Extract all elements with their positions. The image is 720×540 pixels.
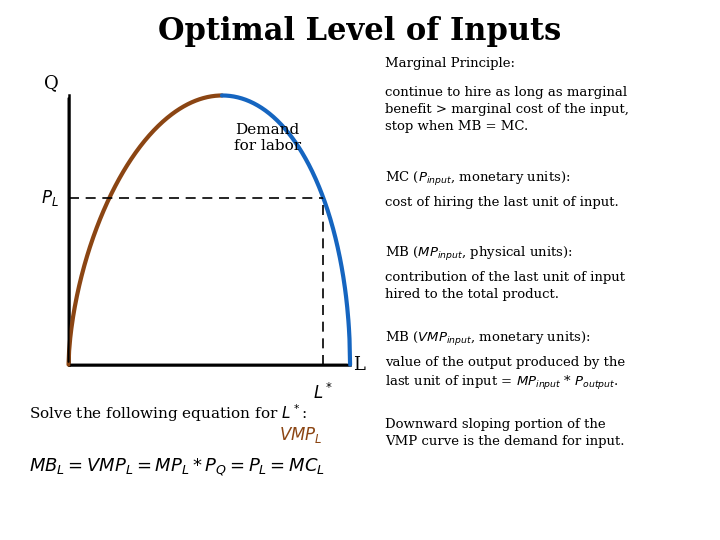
Text: MB ($VMP_{input}$, monetary units):: MB ($VMP_{input}$, monetary units): xyxy=(385,330,591,348)
Text: cost of hiring the last unit of input.: cost of hiring the last unit of input. xyxy=(385,196,619,209)
Text: Downward sloping portion of the
VMP curve is the demand for input.: Downward sloping portion of the VMP curv… xyxy=(385,418,625,448)
Text: L: L xyxy=(354,356,365,374)
Text: Demand
for labor: Demand for labor xyxy=(234,123,301,153)
Text: Q: Q xyxy=(44,75,58,92)
Text: Marginal Principle:: Marginal Principle: xyxy=(385,57,516,70)
Text: contribution of the last unit of input
hired to the total product.: contribution of the last unit of input h… xyxy=(385,271,625,301)
Text: continue to hire as long as marginal
benefit > marginal cost of the input,
stop : continue to hire as long as marginal ben… xyxy=(385,86,629,133)
Text: Optimal Level of Inputs: Optimal Level of Inputs xyxy=(158,16,562,47)
Text: $L^*$: $L^*$ xyxy=(313,383,333,403)
Text: MC ($P_{input}$, monetary units):: MC ($P_{input}$, monetary units): xyxy=(385,170,571,188)
Text: $MB_L = VMP_L = MP_L*P_Q = P_L = MC_L$: $MB_L = VMP_L = MP_L*P_Q = P_L = MC_L$ xyxy=(29,456,325,478)
Text: MB ($MP_{input}$, physical units):: MB ($MP_{input}$, physical units): xyxy=(385,245,573,262)
Text: $VMP_L$: $VMP_L$ xyxy=(279,425,322,445)
Text: value of the output produced by the
last unit of input = $MP_{input}$ * $P_{outp: value of the output produced by the last… xyxy=(385,356,626,392)
Text: $P_L$: $P_L$ xyxy=(41,188,58,208)
Text: Solve the following equation for $L^*$:: Solve the following equation for $L^*$: xyxy=(29,402,307,424)
